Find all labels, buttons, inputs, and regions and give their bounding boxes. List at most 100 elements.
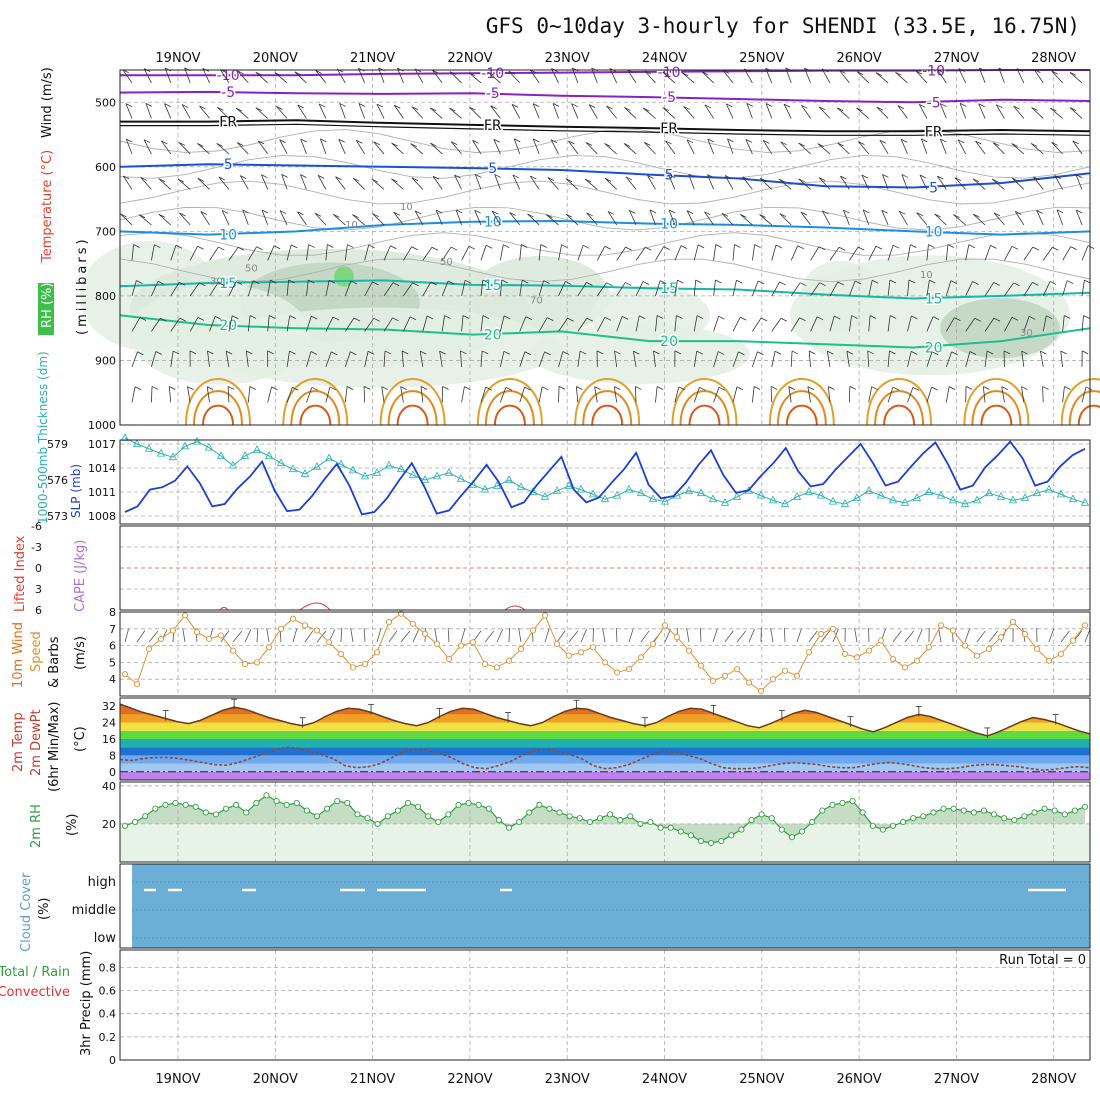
temp-band <box>120 714 1090 723</box>
wind-barb-flag <box>358 103 366 107</box>
wind-barb-flag <box>754 244 761 248</box>
surface-wind-barb <box>1060 630 1070 643</box>
thickness-marker <box>504 475 514 483</box>
wind-barb-shaft <box>199 105 210 119</box>
rh-marker <box>839 799 846 807</box>
wind-barb-shaft <box>1014 211 1025 226</box>
wind-barb-flag <box>1069 107 1077 112</box>
wind-barb-shaft <box>862 209 870 226</box>
wind-speed-marker <box>1033 645 1041 653</box>
wind-barb-flag <box>460 350 467 355</box>
wind-barb-flag <box>1076 209 1083 214</box>
wind-barb-flag <box>255 107 262 112</box>
wind-barb-flag <box>420 386 428 390</box>
wind-barb-shaft <box>376 103 385 119</box>
wind-barb-flag <box>856 107 863 112</box>
wind-barb-flag <box>544 351 551 356</box>
wind-speed-marker <box>373 649 381 656</box>
wind-barb-flag <box>644 142 651 146</box>
wind-barb-flag <box>1064 315 1071 319</box>
rh-marker <box>132 818 139 826</box>
wind-barb-shaft <box>414 68 424 84</box>
wind-speed-marker <box>181 612 189 619</box>
wind-barb-shaft <box>1033 176 1044 190</box>
wind-barb-shaft <box>411 106 424 119</box>
wind-barb-shaft <box>325 280 330 296</box>
wind-barb-shaft <box>393 211 404 226</box>
wind-speed-marker <box>721 672 729 679</box>
wind-barb-shaft <box>742 176 753 190</box>
cloud-level-label: high <box>88 875 116 890</box>
wind-barb-flag <box>123 175 130 180</box>
wind-barb-shaft <box>624 107 637 119</box>
wind-barb-shaft <box>306 351 312 368</box>
wind-speed-marker <box>685 647 693 654</box>
wind-barb-shaft <box>131 386 136 403</box>
wind-barb-flag <box>414 210 422 215</box>
wind-barb-shaft <box>937 175 947 190</box>
wind-barb-shaft <box>921 138 928 155</box>
wind-barb-flag <box>255 71 262 76</box>
wind-barb-shaft <box>247 315 251 332</box>
wind-barb-shaft <box>435 209 443 226</box>
wind-barb-flag <box>678 386 685 391</box>
thickness-marker <box>996 491 1006 500</box>
wind-barb-flag <box>249 315 257 319</box>
dewpoint-line <box>119 746 1091 772</box>
wind-barb-flag <box>134 386 142 391</box>
wind-barb-shaft <box>895 72 908 84</box>
wind-barb-shaft <box>403 316 411 332</box>
wind-barb-shaft <box>179 212 191 226</box>
temp-band <box>120 763 1090 772</box>
rh-marker <box>930 809 937 816</box>
surface-wind-barb <box>447 628 450 643</box>
wind-barb-shaft <box>236 142 249 155</box>
wind-barb-flag <box>875 72 883 76</box>
rh-marker <box>637 820 644 827</box>
wind-barb-shaft <box>957 139 967 155</box>
wind-barb-shaft <box>817 143 831 155</box>
wind-barb-flag <box>329 279 336 284</box>
isotherm-line <box>119 163 1091 189</box>
wind-barb-shaft <box>993 212 1005 226</box>
rh-marker <box>152 805 159 812</box>
rh-marker <box>748 817 755 824</box>
wind-barb-flag <box>816 316 824 321</box>
wind-barb-flag <box>547 317 554 321</box>
wind-barb-flag <box>197 178 205 182</box>
rh-marker <box>657 824 664 831</box>
rh-marker <box>495 817 502 824</box>
rh-marker <box>829 801 836 808</box>
wind-barb-flag <box>400 386 407 391</box>
wind-barb-flag <box>187 386 194 390</box>
wind-barb-shaft <box>529 69 540 84</box>
wind-speed-marker <box>913 657 921 664</box>
wind-speed-marker <box>949 627 957 634</box>
wind-barb-flag <box>928 244 935 248</box>
wind-barb-shaft <box>373 141 385 155</box>
wind-barb-shaft <box>713 316 719 332</box>
thickness-marker <box>288 464 298 473</box>
wind-barb-flag <box>780 317 788 322</box>
temp-band <box>120 730 1090 739</box>
wind-speed-marker <box>661 622 669 629</box>
wind-barb-shaft <box>131 317 141 332</box>
thickness-marker <box>408 470 418 479</box>
rh-marker <box>627 813 634 820</box>
wind-barb-shaft <box>294 71 307 84</box>
surface-isotherm <box>582 390 633 426</box>
wind-barb-flag <box>561 244 568 249</box>
wind-barb-shaft <box>364 281 373 297</box>
wind-barb-flag <box>872 279 879 284</box>
wind-barb-shaft <box>907 315 912 332</box>
wind-barb-shaft <box>383 245 391 261</box>
wind-barb-flag <box>642 281 650 285</box>
rh-marker <box>788 834 795 841</box>
date-label-bottom: 20NOV <box>253 1072 298 1087</box>
wind-barb-flag <box>715 279 722 284</box>
wind-barb-flag <box>633 350 640 355</box>
rh-marker <box>233 801 240 808</box>
wind-barb-flag <box>969 351 977 355</box>
wind-barb-shaft <box>143 68 152 84</box>
wind-barb-shaft <box>745 139 753 155</box>
